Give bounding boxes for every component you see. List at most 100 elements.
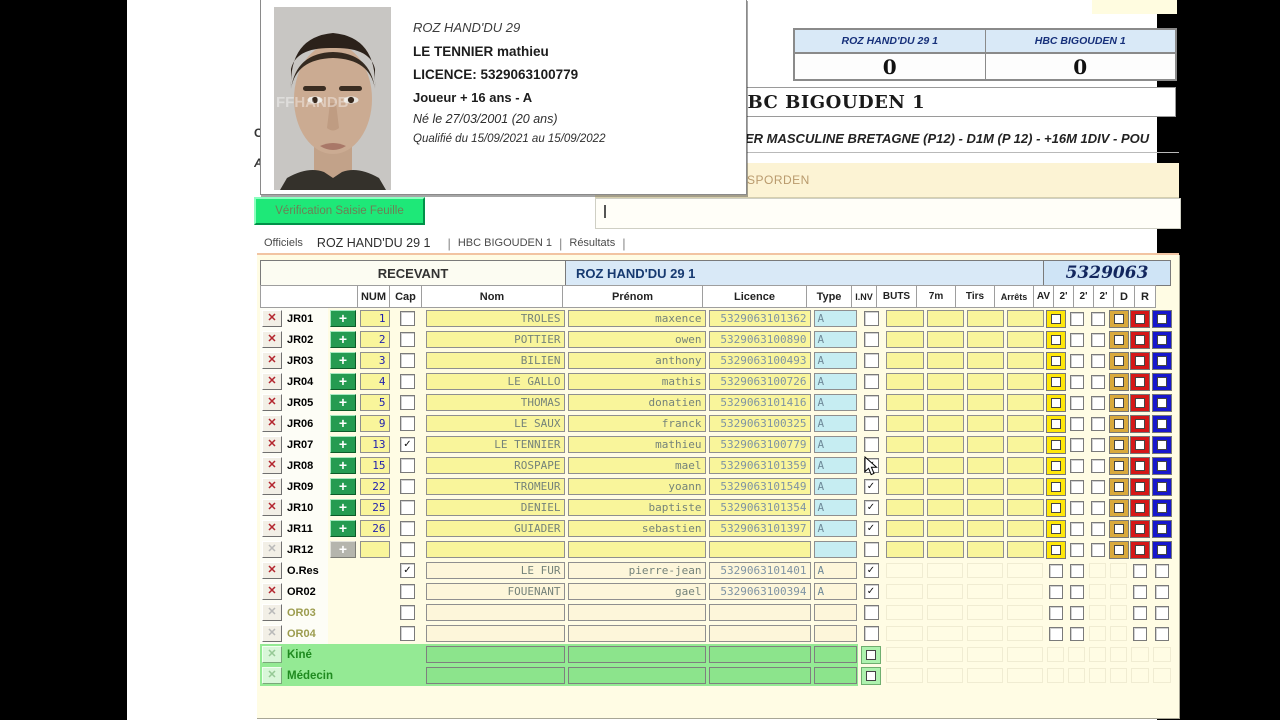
arr-cell[interactable] <box>1006 457 1044 474</box>
nom-cell[interactable]: LE SAUX <box>425 415 565 432</box>
p2b-checkbox[interactable] <box>1090 500 1105 515</box>
but-cell[interactable] <box>885 331 924 348</box>
r-sanction-box[interactable] <box>1152 456 1172 475</box>
num-cell[interactable]: 25 <box>359 499 390 516</box>
p2c-sanction-box[interactable] <box>1108 414 1129 433</box>
cap-checkbox[interactable] <box>400 332 415 347</box>
p2b-checkbox[interactable] <box>1090 542 1105 557</box>
prenom-cell[interactable]: mathieu <box>567 436 706 453</box>
m7-cell[interactable] <box>926 310 964 327</box>
prenom-cell[interactable]: pierre-jean <box>567 562 706 579</box>
d-sanction-box[interactable] <box>1130 477 1150 496</box>
licence-cell[interactable]: 5329063100726 <box>708 373 811 390</box>
type-cell[interactable]: A <box>813 352 857 369</box>
nom-cell[interactable]: LE FUR <box>425 562 565 579</box>
arr-cell[interactable] <box>1006 310 1044 327</box>
delete-row-button[interactable]: ✕ <box>262 583 282 600</box>
nom-cell[interactable] <box>425 646 565 663</box>
d-sanction-box[interactable] <box>1130 519 1150 538</box>
nom-cell[interactable]: POTTIER <box>425 331 565 348</box>
av-sanction-box[interactable] <box>1045 540 1066 559</box>
arr-cell[interactable] <box>1006 373 1044 390</box>
nom-cell[interactable]: ROSPAPE <box>425 457 565 474</box>
r-checkbox[interactable] <box>1155 563 1169 578</box>
but-cell[interactable] <box>885 394 924 411</box>
av-sanction-box[interactable] <box>1045 330 1066 349</box>
p2a-checkbox[interactable] <box>1069 416 1084 431</box>
but-cell[interactable] <box>885 373 924 390</box>
delete-row-button[interactable]: ✕ <box>262 478 282 495</box>
av-checkbox[interactable] <box>1048 584 1063 599</box>
d-checkbox[interactable] <box>1133 563 1147 578</box>
type-cell[interactable]: A <box>813 415 857 432</box>
p2a-checkbox[interactable] <box>1069 395 1084 410</box>
d-sanction-box[interactable] <box>1130 540 1150 559</box>
p2b-checkbox[interactable] <box>1090 437 1105 452</box>
inv-checkbox[interactable] <box>863 416 879 431</box>
arr-cell[interactable] <box>1006 352 1044 369</box>
r-checkbox[interactable] <box>1155 605 1169 620</box>
delete-row-button[interactable]: ✕ <box>262 646 282 663</box>
m7-cell[interactable] <box>926 373 964 390</box>
but-cell[interactable] <box>885 457 924 474</box>
p2b-checkbox[interactable] <box>1090 374 1105 389</box>
inv-checkbox[interactable] <box>863 605 879 620</box>
p2c-sanction-box[interactable] <box>1108 351 1129 370</box>
nom-cell[interactable]: TROLES <box>425 310 565 327</box>
num-cell[interactable]: 9 <box>359 415 390 432</box>
licence-cell[interactable]: 5329063100325 <box>708 415 811 432</box>
delete-row-button[interactable]: ✕ <box>262 667 282 684</box>
type-cell[interactable]: A <box>813 457 857 474</box>
add-player-button[interactable]: + <box>330 478 356 495</box>
av-sanction-box[interactable] <box>1045 477 1066 496</box>
delete-row-button[interactable]: ✕ <box>262 352 282 369</box>
p2c-sanction-box[interactable] <box>1108 330 1129 349</box>
arr-cell[interactable] <box>1006 436 1044 453</box>
r-sanction-box[interactable] <box>1152 372 1172 391</box>
inv-checkbox[interactable] <box>863 626 879 641</box>
p2a-checkbox[interactable] <box>1069 500 1084 515</box>
licence-cell[interactable] <box>708 646 811 663</box>
r-sanction-box[interactable] <box>1152 477 1172 496</box>
delete-row-button[interactable]: ✕ <box>262 436 282 453</box>
m7-cell[interactable] <box>926 436 964 453</box>
but-cell[interactable] <box>885 436 924 453</box>
inv-checkbox[interactable] <box>863 395 879 410</box>
r-checkbox[interactable] <box>1155 626 1169 641</box>
tab-roz-handdu[interactable]: ROZ HAND'DU 29 1 <box>316 236 431 250</box>
type-cell[interactable]: A <box>813 373 857 390</box>
tir-cell[interactable] <box>966 415 1004 432</box>
cap-checkbox[interactable] <box>400 584 415 599</box>
type-cell[interactable]: A <box>813 583 857 600</box>
num-cell[interactable] <box>359 541 390 558</box>
type-cell[interactable]: A <box>813 499 857 516</box>
licence-cell[interactable]: 5329063100394 <box>708 583 811 600</box>
num-cell[interactable]: 15 <box>359 457 390 474</box>
prenom-cell[interactable] <box>567 646 706 663</box>
tir-cell[interactable] <box>966 373 1004 390</box>
av-sanction-box[interactable] <box>1045 372 1066 391</box>
p2b-checkbox[interactable] <box>1090 332 1105 347</box>
d-sanction-box[interactable] <box>1130 498 1150 517</box>
prenom-cell[interactable]: franck <box>567 415 706 432</box>
add-player-button[interactable]: + <box>330 373 356 390</box>
prenom-cell[interactable]: owen <box>567 331 706 348</box>
licence-cell[interactable] <box>708 625 811 642</box>
tir-cell[interactable] <box>966 352 1004 369</box>
r-checkbox[interactable] <box>1155 584 1169 599</box>
num-cell[interactable]: 2 <box>359 331 390 348</box>
m7-cell[interactable] <box>926 457 964 474</box>
num-cell[interactable]: 5 <box>359 394 390 411</box>
type-cell[interactable] <box>813 604 857 621</box>
nom-cell[interactable] <box>425 625 565 642</box>
nom-cell[interactable] <box>425 667 565 684</box>
p2b-checkbox[interactable] <box>1090 479 1105 494</box>
inv-checkbox[interactable] <box>861 666 881 685</box>
delete-row-button[interactable]: ✕ <box>262 520 282 537</box>
p2a-checkbox[interactable] <box>1069 605 1084 620</box>
licence-cell[interactable] <box>708 667 811 684</box>
m7-cell[interactable] <box>926 415 964 432</box>
r-sanction-box[interactable] <box>1152 498 1172 517</box>
delete-row-button[interactable]: ✕ <box>262 415 282 432</box>
inv-checkbox[interactable] <box>863 353 879 368</box>
